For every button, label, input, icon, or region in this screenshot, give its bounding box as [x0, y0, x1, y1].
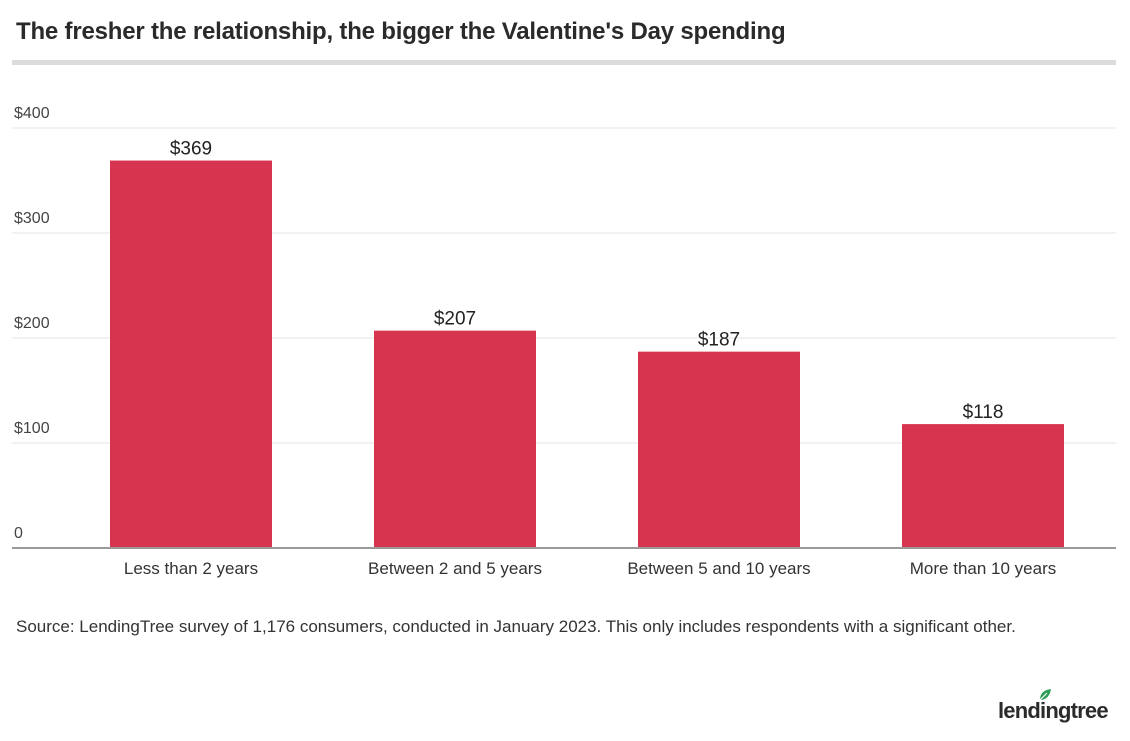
bar-chart: 0 $100 $200 $300 $400 $369 Less than 2 years $2…	[12, 105, 1116, 578]
bar	[638, 351, 800, 548]
x-category-label: Less than 2 years	[124, 559, 258, 578]
leaf-icon	[1039, 689, 1051, 701]
bar-value-label: $369	[170, 139, 212, 160]
bar-value-label: $118	[963, 402, 1004, 423]
bar	[374, 330, 536, 548]
x-category-label: Between 2 and 5 years	[368, 559, 542, 578]
logo-wordmark: lendingtree	[998, 698, 1109, 723]
bar	[902, 424, 1064, 548]
y-tick-label: $100	[14, 420, 50, 437]
lendingtree-logo: lendingtree	[998, 686, 1118, 726]
x-category-label: Between 5 and 10 years	[627, 559, 810, 578]
y-tick-label: $400	[14, 105, 50, 122]
bar	[110, 160, 272, 549]
y-tick-label: $300	[14, 210, 50, 227]
bar-value-label: $207	[434, 309, 476, 330]
source-note: Source: LendingTree survey of 1,176 cons…	[16, 617, 1016, 636]
chart-title: The fresher the relationship, the bigger…	[16, 18, 786, 45]
bar-value-label: $187	[698, 330, 740, 351]
y-tick-label: $200	[14, 315, 50, 332]
title-divider	[12, 60, 1116, 65]
y-tick-label: 0	[14, 525, 23, 542]
x-category-label: More than 10 years	[910, 559, 1056, 578]
